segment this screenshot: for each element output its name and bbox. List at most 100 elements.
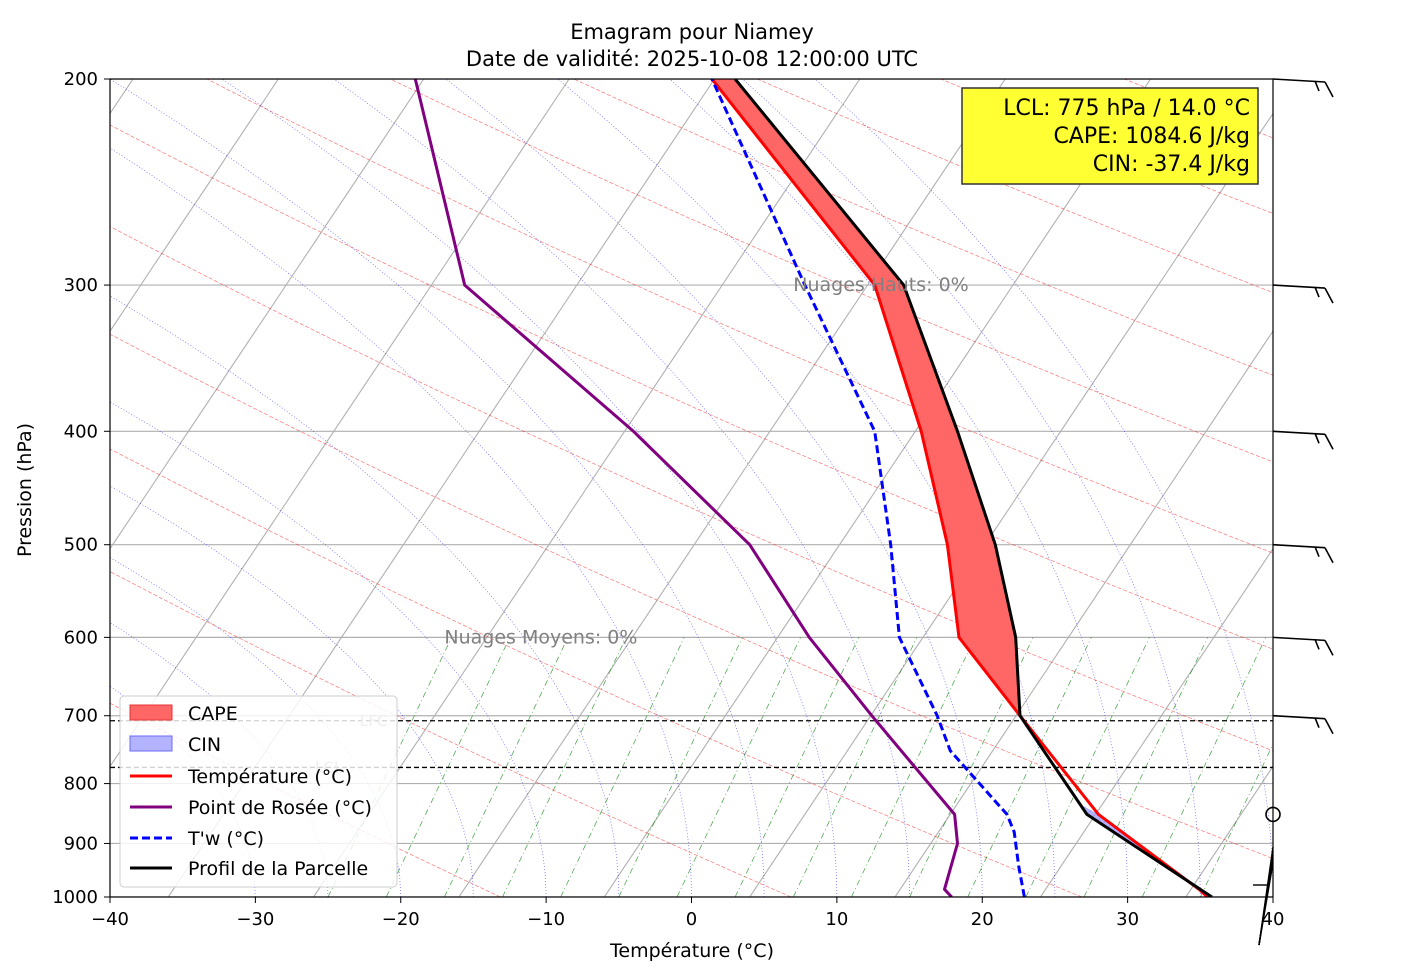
isotherm-line <box>110 79 279 333</box>
dry-adiabat <box>110 333 1273 859</box>
legend-swatch-cin <box>129 735 173 752</box>
x-tick-label: 20 <box>971 909 994 930</box>
axes: −40 −30 −20 −10 0 10 20 30 40 200 300 400 500 600 700 8… <box>52 69 1284 930</box>
wind-barb-flag <box>1324 433 1334 450</box>
info-box-cape: CAPE: 1084.6 J/kg <box>1053 124 1250 149</box>
wetbulb-line <box>710 79 1026 897</box>
wind-barb-flag <box>1324 639 1334 656</box>
info-box-cin: CIN: -37.4 J/kg <box>1093 152 1250 177</box>
isotherm-line <box>110 79 570 768</box>
parcel-line <box>733 79 1213 897</box>
wind-barb-shaft <box>1272 543 1326 549</box>
dewpoint-line <box>413 79 959 897</box>
mixing-ratio-line <box>734 637 860 897</box>
annotation-mid-clouds: Nuages Moyens: 0% <box>444 626 637 648</box>
legend-label-wetbulb: T'w (°C) <box>187 828 264 850</box>
legend: CAPE CIN Température (°C) Point de Rosée… <box>119 695 398 888</box>
wind-barb-flag <box>1314 717 1320 729</box>
y-tick-label: 900 <box>64 833 98 854</box>
y-tick-label: 800 <box>64 774 98 795</box>
wind-barb-flag <box>1314 286 1320 298</box>
isotherm-line <box>749 112 1273 897</box>
legend-label-cin: CIN <box>188 734 221 756</box>
isotherm-line <box>1039 547 1273 897</box>
moist-adiabat <box>742 79 1201 897</box>
legend-label-dewpoint: Point de Rosée (°C) <box>188 797 372 819</box>
chart-subtitle: Date de validité: 2025-10-08 12:00:00 UT… <box>466 47 918 71</box>
x-tick-label: −20 <box>382 909 420 930</box>
moist-adiabat <box>669 79 1128 897</box>
info-box-lcl: LCL: 775 hPa / 14.0 °C <box>1003 96 1250 121</box>
temperature-line <box>710 79 1209 897</box>
moist-adiabat <box>445 79 983 897</box>
wind-barb-flag <box>1324 287 1334 304</box>
wind-barb-shaft <box>1272 430 1326 436</box>
wind-barb-shaft <box>1272 714 1326 720</box>
isotherm-line <box>1331 79 1404 897</box>
y-tick-label: 1000 <box>52 887 98 908</box>
y-axis-label: Pression (hPa) <box>14 423 36 557</box>
wind-barb-shaft <box>1258 862 1274 946</box>
x-tick-label: −10 <box>527 909 565 930</box>
profile-series <box>413 79 1213 897</box>
legend-swatch-cape <box>129 704 173 721</box>
wind-barb-shaft <box>1272 284 1326 289</box>
dry-adiabat <box>1124 79 1273 139</box>
wind-barbs <box>1253 78 1334 946</box>
y-tick-label: 300 <box>64 275 98 296</box>
isotherm-line <box>894 330 1273 897</box>
isotherm-line <box>603 79 1152 897</box>
y-tick-label: 700 <box>64 706 98 727</box>
y-tick-label: 200 <box>64 69 98 90</box>
wind-barb-flag <box>1324 718 1334 735</box>
dry-adiabat <box>757 79 1273 293</box>
wind-barb-flag <box>1314 639 1320 650</box>
x-tick-label: −40 <box>91 909 129 930</box>
x-tick-label: 0 <box>686 909 697 930</box>
y-tick-label: 600 <box>64 627 98 648</box>
isotherm-line <box>458 79 1006 897</box>
isotherm-line <box>313 79 861 897</box>
y-tick-label: 400 <box>64 421 98 442</box>
moist-adiabat <box>221 79 838 897</box>
x-axis-label: Température (°C) <box>609 940 774 962</box>
dry-adiabat <box>1308 79 1404 897</box>
dry-adiabat <box>573 79 1273 376</box>
wind-barb-flag <box>1314 432 1320 444</box>
dry-adiabat <box>940 79 1273 214</box>
dry-adiabat <box>110 448 1082 897</box>
legend-label-parcel: Profil de la Parcelle <box>188 858 368 880</box>
wind-barb-flag <box>1314 80 1320 92</box>
dry-adiabat <box>110 124 1273 650</box>
x-tick-label: 30 <box>1116 909 1139 930</box>
moist-adiabat <box>110 295 620 897</box>
cape-cin-fills <box>711 79 1212 897</box>
annotation-high-clouds: Nuages Hauts: 0% <box>793 274 969 296</box>
x-tick-label: −30 <box>236 909 274 930</box>
dry-adiabat <box>110 571 792 897</box>
wind-barb-flag <box>1324 547 1334 564</box>
cape-area <box>711 79 1020 716</box>
moist-adiabat <box>557 79 1056 897</box>
legend-label-temperature: Température (°C) <box>187 766 352 788</box>
info-box-bg <box>961 87 1259 185</box>
chart-title: Emagram pour Niamey <box>570 20 814 44</box>
moist-adiabat <box>814 79 1273 897</box>
wind-barb-shaft <box>1272 78 1326 83</box>
y-tick-label: 500 <box>64 535 98 556</box>
x-tick-label: 10 <box>825 909 848 930</box>
mixing-ratio-line <box>967 637 1092 897</box>
dry-adiabat <box>110 226 1273 752</box>
info-box: LCL: 775 hPa / 14.0 °C CAPE: 1084.6 J/kg… <box>961 87 1259 185</box>
moist-adiabat <box>110 401 547 897</box>
isotherm-line <box>1185 765 1273 897</box>
legend-frame <box>119 695 398 888</box>
wind-barb-shaft <box>1272 636 1326 642</box>
wind-barb-flag <box>1314 546 1320 558</box>
mixing-ratio-line <box>1141 637 1267 897</box>
dry-adiabat <box>206 79 1273 554</box>
dry-adiabat <box>390 79 1273 463</box>
legend-label-cape: CAPE <box>188 703 238 725</box>
moist-adiabat <box>110 147 692 897</box>
